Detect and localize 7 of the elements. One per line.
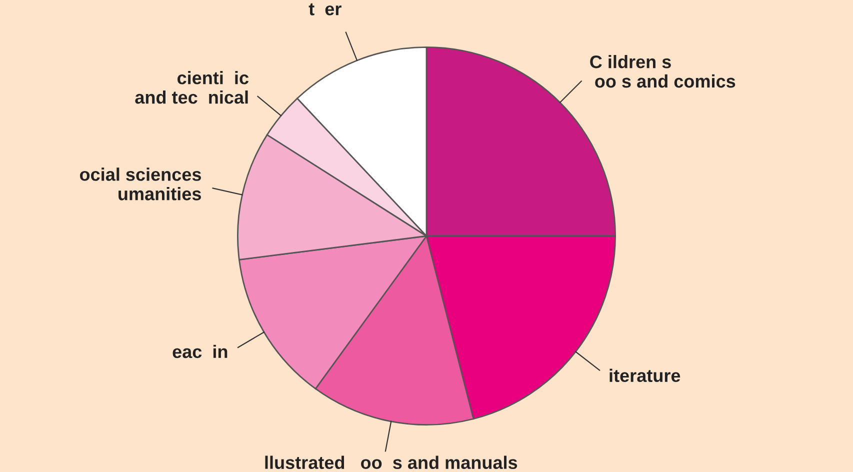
slice-label: llustrated oo s and manuals [265, 456, 518, 469]
slice-label: iterature [610, 368, 680, 382]
slice-label: t er [308, 3, 342, 16]
slice-label: eac in [172, 344, 228, 358]
slice-label: cienti ic and tec nical [135, 71, 248, 104]
slice-label: ocial sciences umanities [80, 168, 201, 200]
slice-label: C ildren s oo s and comics [590, 54, 736, 88]
